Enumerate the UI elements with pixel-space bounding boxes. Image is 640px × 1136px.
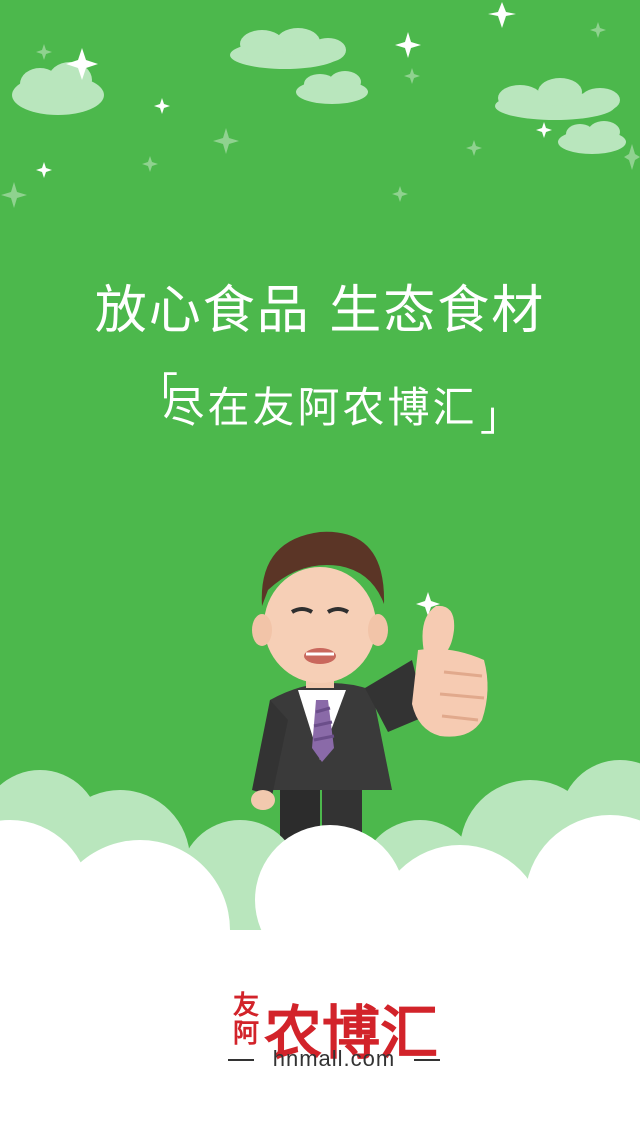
bottom-clouds xyxy=(0,760,640,1136)
sparkle-icon xyxy=(536,122,552,138)
slogan-headline: 放心食品 生态食材 xyxy=(94,281,546,341)
sparkle-icon xyxy=(213,128,239,154)
bracket-open: 「 xyxy=(138,370,178,416)
faint-sparkles xyxy=(1,22,640,208)
cloud-icon xyxy=(558,121,626,154)
divider-right xyxy=(414,1059,440,1061)
sky-clouds xyxy=(12,28,626,154)
brand-url-line: hnmall.com xyxy=(228,1046,440,1072)
brand-url: hnmall.com xyxy=(272,1046,396,1071)
sparkle-icon xyxy=(36,162,52,178)
brand-name: 农博汇 xyxy=(264,999,439,1067)
cloud-icon xyxy=(495,78,620,120)
sparkle-icon xyxy=(416,592,440,616)
sparkle-icon xyxy=(590,22,606,38)
brand-logo: 友 阿 农博汇 hnmall.com xyxy=(0,988,640,1078)
cloud-icon xyxy=(230,28,346,69)
brand-small-bottom: 阿 xyxy=(232,1019,259,1049)
sparkle-icon xyxy=(395,32,421,58)
sparkle-icon xyxy=(488,2,516,28)
sparkle-icon xyxy=(624,144,640,170)
sparkle-icon xyxy=(154,98,170,114)
brand-small-text: 友 阿 xyxy=(231,992,261,1048)
sparkle-icon xyxy=(1,182,27,208)
sparkle-icon xyxy=(36,44,52,60)
sparkle-icon xyxy=(142,156,158,172)
slogan-subline: 尽在友阿农博汇 xyxy=(162,383,478,432)
sparkle-icon xyxy=(466,140,482,156)
sparkle-icon xyxy=(404,68,420,84)
mascot-thumbs-up xyxy=(251,531,488,860)
sparkle-icon xyxy=(392,186,408,202)
brand-small-top: 友 xyxy=(232,991,259,1021)
cloud-icon xyxy=(296,71,368,104)
cloud-icon xyxy=(12,62,104,115)
sparkle-icon xyxy=(66,48,98,80)
slogan-subline-group: 「 尽在友阿农博汇 」 xyxy=(0,360,640,440)
sparkles xyxy=(36,2,552,616)
divider-left xyxy=(228,1059,254,1061)
bracket-close: 」 xyxy=(480,394,520,440)
